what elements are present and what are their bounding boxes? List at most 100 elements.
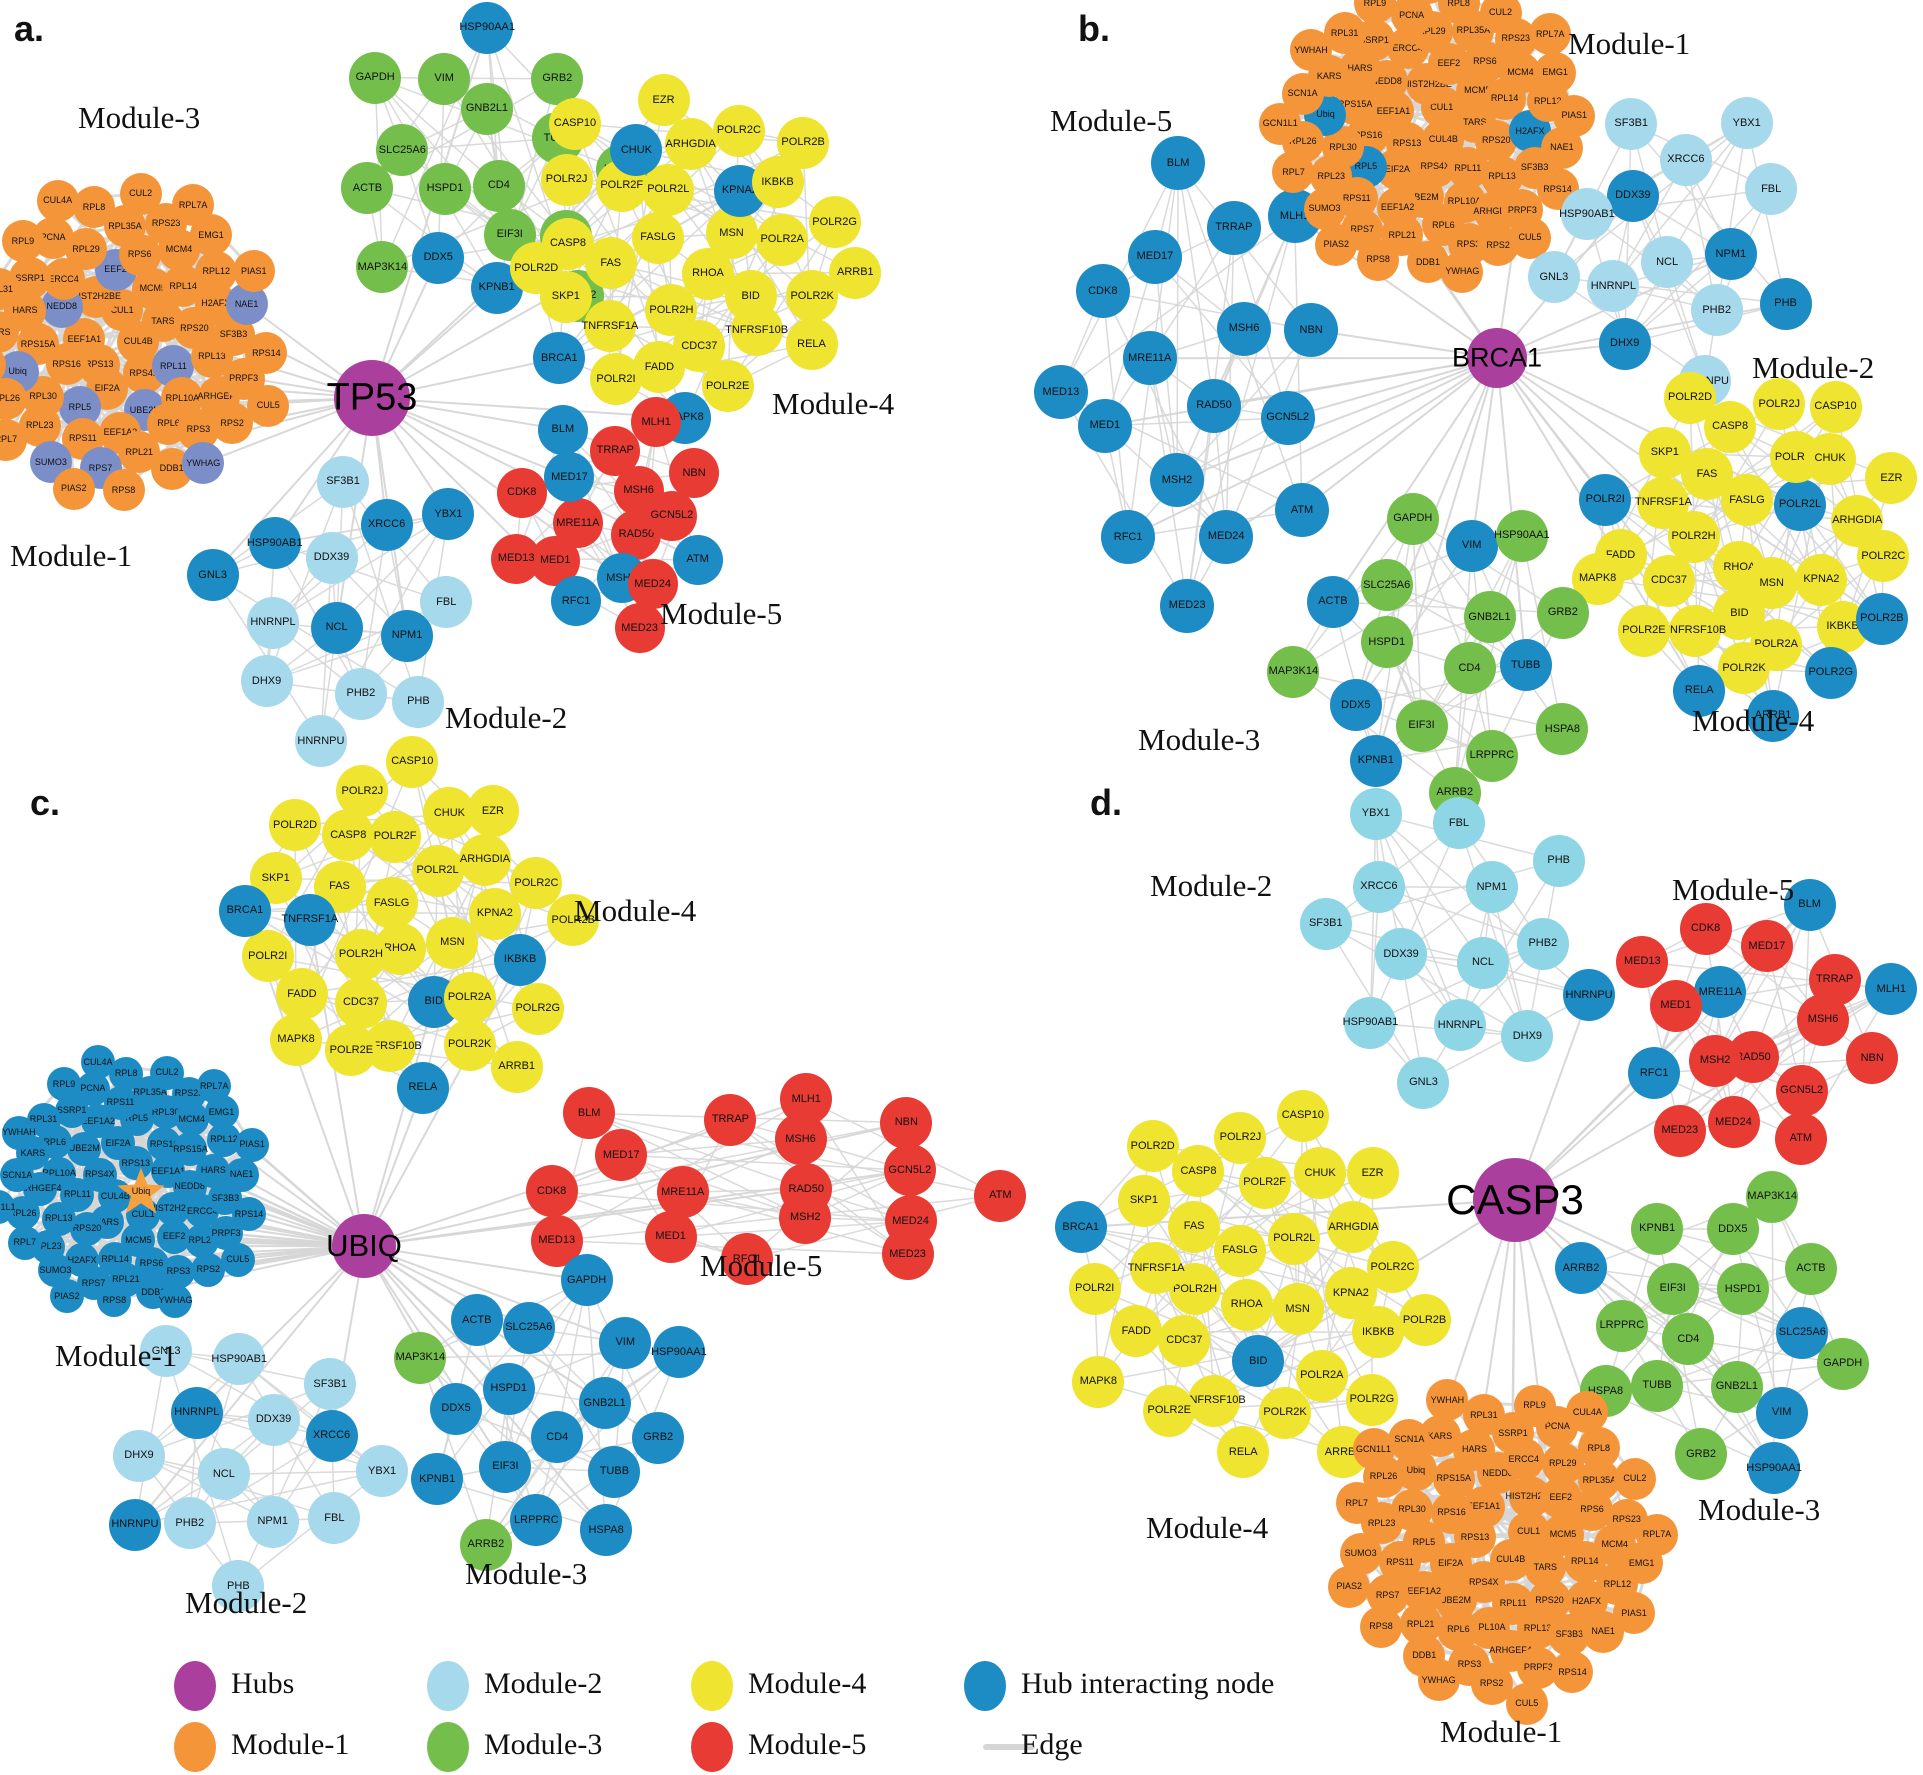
node-HSPD1[interactable]: HSPD1 [1717, 1263, 1770, 1316]
node-MED23[interactable]: MED23 [881, 1228, 934, 1281]
node-TNFRSF1A[interactable]: TNFRSF1A [1635, 476, 1692, 529]
node-PHB2[interactable]: PHB2 [334, 667, 387, 720]
node-CASP10[interactable]: CASP10 [1809, 380, 1862, 433]
node-MSH6[interactable]: MSH6 [1217, 301, 1272, 356]
node-NPM1[interactable]: NPM1 [381, 609, 434, 662]
node-YBX1[interactable]: YBX1 [1349, 787, 1402, 840]
node-CUL4A[interactable]: CUL4A [81, 1045, 116, 1080]
node-POLR2F[interactable]: POLR2F [369, 810, 422, 863]
node-GNB2L1[interactable]: GNB2L1 [1463, 591, 1516, 644]
node-ATM[interactable]: ATM [672, 534, 723, 585]
node-POLR2L[interactable]: POLR2L [411, 844, 464, 897]
node-CDK8[interactable]: CDK8 [1075, 264, 1130, 318]
node-ACTB[interactable]: ACTB [1784, 1242, 1837, 1295]
node-PIAS2[interactable]: PIAS2 [1328, 1565, 1371, 1608]
node-TNFRSF1A[interactable]: TNFRSF1A [281, 893, 338, 946]
node-BRCA1[interactable]: BRCA1 [218, 884, 271, 937]
node-ARRB1[interactable]: ARRB1 [829, 246, 882, 299]
node-HNRNPU[interactable]: HNRNPU [108, 1498, 161, 1551]
node-HNRNPL[interactable]: HNRNPL [170, 1386, 223, 1439]
node-GAPDH[interactable]: GAPDH [1816, 1337, 1869, 1390]
node-GAPDH[interactable]: GAPDH [349, 51, 402, 104]
node-TUBB[interactable]: TUBB [1499, 639, 1552, 692]
node-POLR2B[interactable]: POLR2B [1855, 592, 1908, 645]
node-CDC37[interactable]: CDC37 [1158, 1314, 1211, 1367]
node-HSP90AB1[interactable]: HSP90AB1 [1559, 188, 1615, 241]
node-HNRNPL[interactable]: HNRNPL [246, 596, 299, 649]
node-GNL3[interactable]: GNL3 [1397, 1056, 1450, 1109]
node-DDX39[interactable]: DDX39 [1375, 928, 1428, 981]
node-POLR2C[interactable]: POLR2C [1366, 1241, 1419, 1294]
node-POLR2B[interactable]: POLR2B [1398, 1294, 1451, 1347]
node-NBN[interactable]: NBN [880, 1096, 933, 1149]
node-ACTB[interactable]: ACTB [1306, 575, 1359, 628]
node-BRCA1[interactable]: BRCA1 [533, 332, 586, 384]
node-GNB2L1[interactable]: GNB2L1 [578, 1377, 631, 1430]
node-MED13[interactable]: MED13 [1033, 365, 1088, 420]
hub-BRCA1[interactable] [1467, 328, 1527, 388]
node-HSPD1[interactable]: HSPD1 [1360, 616, 1413, 669]
node-MED23[interactable]: MED23 [1653, 1104, 1706, 1157]
node-PIAS1[interactable]: PIAS1 [1553, 94, 1596, 137]
node-SLC25A6[interactable]: SLC25A6 [1360, 559, 1413, 612]
node-MSH2[interactable]: MSH2 [1150, 453, 1205, 508]
node-PHB[interactable]: PHB [1532, 834, 1585, 887]
hub-CASP3[interactable] [1473, 1158, 1557, 1242]
node-POLR2I[interactable]: POLR2I [1579, 473, 1632, 526]
node-NCL[interactable]: NCL [1456, 936, 1509, 989]
node-MAP3K14[interactable]: MAP3K14 [394, 1331, 447, 1384]
node-POLR2L[interactable]: POLR2L [1774, 478, 1827, 531]
node-POLR2G[interactable]: POLR2G [808, 196, 861, 249]
node-RPL7[interactable]: RPL7 [1335, 1482, 1378, 1525]
node-GCN5L2[interactable]: GCN5L2 [1260, 390, 1315, 445]
node-FASLG[interactable]: FASLG [1214, 1224, 1266, 1277]
node-CUL2[interactable]: CUL2 [1613, 1457, 1656, 1500]
node-CD4[interactable]: CD4 [472, 159, 525, 212]
node-HSP90AA1[interactable]: HSP90AA1 [1494, 509, 1550, 562]
node-PIAS1[interactable]: PIAS1 [235, 1127, 270, 1162]
node-POLR2J[interactable]: POLR2J [540, 153, 593, 206]
node-PHB2[interactable]: PHB2 [163, 1497, 216, 1550]
node-POLR2I[interactable]: POLR2I [1068, 1262, 1121, 1315]
node-YBX1[interactable]: YBX1 [356, 1445, 409, 1498]
node-MED13[interactable]: MED13 [491, 533, 542, 584]
node-GCN5L2[interactable]: GCN5L2 [883, 1144, 936, 1197]
node-RFC1[interactable]: RFC1 [551, 576, 602, 627]
hub-UBIQ[interactable] [332, 1214, 396, 1278]
node-MED24[interactable]: MED24 [1707, 1096, 1760, 1149]
node-XRCC6[interactable]: XRCC6 [1659, 133, 1712, 186]
node-RAD50[interactable]: RAD50 [1186, 378, 1241, 433]
node-CDC37[interactable]: CDC37 [1642, 554, 1695, 607]
node-CUL4A[interactable]: CUL4A [1407, 0, 1450, 5]
node-HSP90AB1[interactable]: HSP90AB1 [211, 1333, 267, 1386]
node-POLR2G[interactable]: POLR2G [1345, 1373, 1398, 1426]
node-TNFRSF1A[interactable]: TNFRSF1A [582, 300, 638, 353]
node-GCN1L1[interactable]: GCN1L1 [1352, 1428, 1395, 1471]
node-POLR2D[interactable]: POLR2D [1126, 1120, 1179, 1173]
node-MSH2[interactable]: MSH2 [1689, 1034, 1742, 1087]
node-MAPK8[interactable]: MAPK8 [270, 1013, 323, 1066]
node-CASP10[interactable]: CASP10 [386, 735, 439, 788]
node-MSH2[interactable]: MSH2 [779, 1191, 832, 1244]
node-POLR2A[interactable]: POLR2A [756, 213, 809, 266]
node-SKP1[interactable]: SKP1 [1117, 1174, 1170, 1227]
node-CUL4A[interactable]: CUL4A [36, 179, 79, 222]
node-XRCC6[interactable]: XRCC6 [1352, 860, 1405, 913]
node-DHX9[interactable]: DHX9 [1598, 317, 1651, 370]
node-KPNA2[interactable]: KPNA2 [1795, 553, 1848, 606]
node-VIM[interactable]: VIM [418, 52, 471, 105]
node-DDX39[interactable]: DDX39 [247, 1393, 300, 1446]
node-POLR2B[interactable]: POLR2B [777, 116, 830, 169]
node-HSPD1[interactable]: HSPD1 [482, 1362, 535, 1415]
node-HSP90AA1[interactable]: HSP90AA1 [1746, 1442, 1802, 1495]
node-ARHGDIA[interactable]: ARHGDIA [458, 833, 511, 886]
node-SKP1[interactable]: SKP1 [1638, 426, 1691, 479]
node-ARRB1[interactable]: ARRB1 [490, 1040, 543, 1093]
node-PIAS1[interactable]: PIAS1 [232, 250, 275, 293]
node-MED1[interactable]: MED1 [1649, 979, 1702, 1032]
node-MED23[interactable]: MED23 [1160, 578, 1215, 633]
node-CUL2[interactable]: CUL2 [150, 1055, 184, 1090]
node-NPM1[interactable]: NPM1 [1704, 228, 1757, 281]
node-RPS2[interactable]: RPS2 [211, 402, 254, 445]
node-YWHAG[interactable]: YWHAG [1417, 1659, 1460, 1702]
